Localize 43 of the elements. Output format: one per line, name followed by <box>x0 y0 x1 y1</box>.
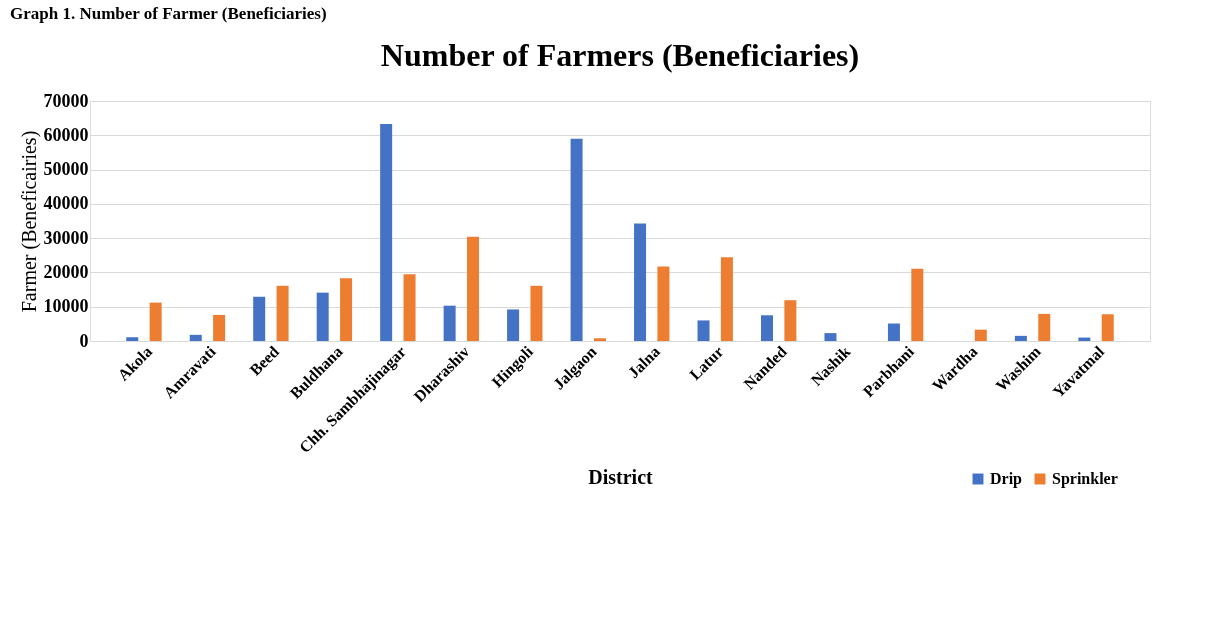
bar <box>253 296 266 341</box>
y-tick-label: 40000 <box>43 193 89 214</box>
x-axis-title: District <box>588 466 654 489</box>
y-tick-label: 10000 <box>43 296 89 317</box>
y-tick-label: 60000 <box>43 124 89 145</box>
bar <box>340 278 353 341</box>
bar <box>1101 314 1114 341</box>
bar <box>570 138 583 341</box>
bar <box>1038 313 1051 341</box>
bar <box>634 223 647 341</box>
bar <box>213 314 226 341</box>
bar <box>887 323 900 341</box>
y-tick-label: 0 <box>79 330 89 351</box>
bar <box>697 320 710 341</box>
bar <box>507 309 520 341</box>
bar <box>974 329 987 341</box>
chart-title: Number of Farmers (Beneficiaries) <box>380 37 860 73</box>
bar <box>126 337 139 341</box>
bar <box>911 268 924 341</box>
bar <box>720 257 733 341</box>
bar <box>784 300 797 341</box>
y-tick-label: 50000 <box>43 159 89 180</box>
bar <box>276 285 289 341</box>
bar <box>1014 335 1027 341</box>
bar <box>530 285 543 341</box>
bar <box>760 315 773 341</box>
bar <box>467 236 480 341</box>
bar <box>380 123 393 341</box>
y-axis-title: Farmer (Beneficairies) <box>17 130 41 313</box>
bar <box>657 266 670 341</box>
bar <box>443 305 456 341</box>
y-tick-label: 70000 <box>43 90 89 111</box>
bar <box>593 338 606 341</box>
legend-label: Drip <box>990 470 1023 488</box>
bar <box>189 334 202 341</box>
legend-label: Sprinkler <box>1052 470 1118 488</box>
bar <box>403 274 416 341</box>
bar <box>316 292 329 341</box>
y-tick-label: 20000 <box>43 261 89 282</box>
caption: Graph 1. Number of Farmer (Beneficiaries) <box>10 4 327 23</box>
y-tick-label: 30000 <box>43 227 89 248</box>
bar <box>149 302 162 341</box>
bar <box>824 333 837 341</box>
